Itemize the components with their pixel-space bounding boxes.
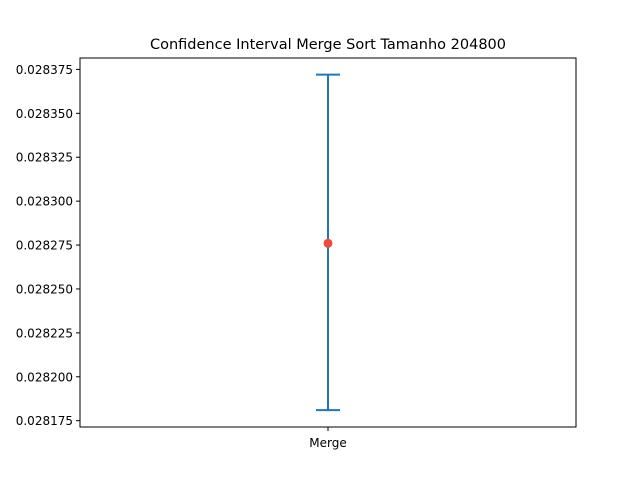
y-tick-label: 0.028250 [16,282,73,296]
x-axis: Merge [309,427,347,450]
plot-marks [316,73,340,412]
y-tick-label: 0.028225 [16,326,73,340]
y-tick-label: 0.028350 [16,107,73,121]
mean-point [323,238,333,248]
chart-title: Confidence Interval Merge Sort Tamanho 2… [150,37,506,53]
y-tick-label: 0.028200 [16,370,73,384]
y-axis: 0.028175 0.028200 0.028225 0.028250 0.028275… [16,63,80,428]
y-tick-label: 0.028325 [16,151,73,165]
y-tick-label: 0.028300 [16,195,73,209]
axes-frame [79,57,577,428]
x-tick-label: Merge [309,436,346,450]
y-tick-label: 0.028375 [16,63,73,77]
y-tick-label: 0.028175 [16,414,73,428]
y-tick-label: 0.028275 [16,239,73,253]
